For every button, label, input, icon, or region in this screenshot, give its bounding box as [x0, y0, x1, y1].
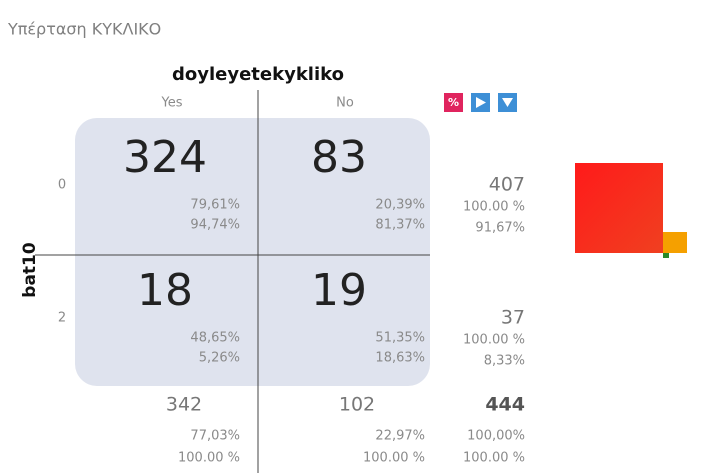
cell-count: 324	[123, 132, 207, 183]
row-header: 2	[58, 311, 66, 326]
column-total-count: 342	[166, 394, 202, 416]
sort-icon	[476, 97, 486, 108]
column-total-row-pct: 77,03%	[190, 429, 240, 444]
cell-col-pct: 5,26%	[199, 351, 240, 366]
row-total-count: 407	[489, 174, 525, 196]
cell-row-pct: 48,65%	[190, 331, 240, 346]
column-total-count: 102	[339, 394, 375, 416]
cell-count: 19	[311, 265, 367, 316]
column-total-row-pct: 22,97%	[375, 429, 425, 444]
treemap-block	[575, 163, 663, 253]
title: Υπέρταση ΚΥΚΛΙΚΟ	[7, 20, 161, 39]
row-variable: bat10	[20, 242, 40, 298]
cell-row-pct: 20,39%	[375, 198, 425, 213]
treemap-block	[663, 253, 669, 258]
column-variable: doyleyetekykliko	[172, 64, 344, 85]
toolbar: %	[444, 93, 517, 112]
column-header: Yes	[161, 96, 183, 111]
grand-total-count: 444	[485, 394, 525, 416]
cell-row-pct: 79,61%	[190, 198, 240, 213]
grand-total-row-pct: 100,00%	[467, 429, 525, 444]
row-total-row-pct: 100.00 %	[463, 333, 525, 348]
cell-col-pct: 81,37%	[375, 218, 425, 233]
percent-button[interactable]	[444, 93, 463, 112]
row-total-col-pct: 8,33%	[484, 354, 525, 369]
column-total-col-pct: 100.00 %	[363, 451, 425, 466]
column-total-col-pct: 100.00 %	[178, 451, 240, 466]
cell-col-pct: 18,63%	[375, 351, 425, 366]
cell-count: 18	[137, 265, 193, 316]
cell-row-pct: 51,35%	[375, 331, 425, 346]
grand-total-col-pct: 100.00 %	[463, 451, 525, 466]
mini-treemap	[575, 163, 687, 258]
cell-background	[75, 118, 430, 386]
percent-button-label: %	[448, 96, 459, 109]
row-total-col-pct: 91,67%	[475, 221, 525, 236]
filter-icon	[502, 98, 513, 107]
column-header: No	[336, 96, 354, 111]
cell-col-pct: 94,74%	[190, 218, 240, 233]
row-total-count: 37	[501, 307, 525, 329]
treemap-block	[663, 232, 687, 253]
row-total-row-pct: 100.00 %	[463, 200, 525, 215]
row-header: 0	[58, 178, 66, 193]
cell-count: 83	[311, 132, 367, 183]
